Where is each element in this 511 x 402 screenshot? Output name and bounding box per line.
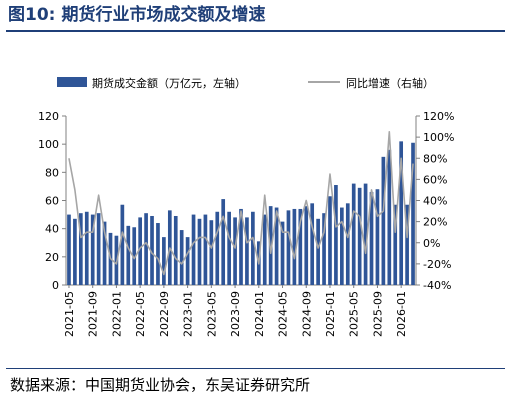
left-axis-tick-label: 120	[38, 110, 59, 123]
bar	[126, 225, 131, 285]
legend-line-label: 同比增速（右轴）	[346, 76, 434, 90]
figure-title: 图10: 期货行业市场成交额及增速	[8, 2, 265, 28]
bar	[73, 218, 77, 285]
bar	[286, 210, 291, 285]
bar	[357, 187, 362, 285]
x-axis-tick-label: 2023-09	[229, 291, 242, 337]
left-axis-tick-label: 100	[38, 138, 59, 151]
x-axis-tick-label: 2026-01	[395, 291, 408, 337]
right-axis-tick-label: 80%	[423, 152, 447, 165]
x-axis-tick-label: 2021-05	[63, 291, 76, 337]
bar	[393, 204, 398, 285]
bar	[298, 208, 303, 285]
bar	[322, 213, 326, 285]
bar	[102, 221, 107, 286]
bar	[340, 207, 344, 285]
bar	[239, 208, 243, 285]
bar	[173, 215, 178, 285]
right-axis-tick-label: 120%	[423, 110, 454, 123]
right-axis-tick-label: 20%	[423, 216, 447, 229]
bar	[334, 185, 338, 285]
left-axis-tick-label: 60	[45, 195, 59, 208]
bar	[411, 142, 415, 285]
right-axis-tick-label: 100%	[423, 131, 454, 144]
bar	[162, 237, 166, 285]
bar	[209, 220, 214, 285]
bar	[96, 213, 101, 285]
bar	[221, 199, 226, 285]
bar	[375, 189, 380, 285]
bar	[381, 156, 386, 285]
bar	[233, 217, 237, 285]
bar	[185, 237, 190, 285]
bar	[138, 217, 142, 285]
x-axis-tick-label: 2024-01	[253, 291, 266, 337]
bar	[197, 218, 202, 285]
growth-line	[68, 131, 414, 276]
x-axis-tick-label: 2023-05	[205, 291, 218, 337]
bar	[387, 149, 392, 285]
bar	[363, 183, 368, 285]
bar	[345, 203, 350, 285]
figure-title-text: 期货行业市场成交额及增速	[61, 5, 266, 25]
right-axis-tick-label: 40%	[423, 195, 447, 208]
x-axis-tick-label: 2022-01	[110, 291, 123, 337]
bar	[144, 213, 148, 285]
bar	[227, 211, 231, 285]
bar	[67, 214, 71, 285]
bar	[280, 221, 285, 286]
x-axis-tick-label: 2025-01	[324, 291, 337, 337]
title-rule	[6, 30, 505, 32]
bar	[245, 217, 249, 285]
bar	[351, 183, 356, 285]
right-axis-tick-label: -20%	[423, 258, 451, 271]
bar	[132, 227, 137, 285]
bar	[203, 214, 208, 285]
bar	[150, 215, 154, 285]
bar	[292, 208, 297, 285]
x-axis-tick-label: 2021-09	[87, 291, 100, 337]
bar	[369, 192, 374, 285]
bar	[84, 211, 89, 285]
bar	[120, 204, 125, 285]
bar	[156, 223, 160, 285]
right-axis-tick-label: -40%	[423, 279, 451, 292]
x-axis-tick-label: 2022-05	[134, 291, 147, 337]
source-note: 数据来源：中国期货业协会，东吴证券研究所	[10, 376, 311, 394]
left-axis-tick-label: 0	[52, 279, 59, 292]
bar	[179, 230, 184, 285]
figure-number: 图10:	[8, 5, 56, 25]
bar	[310, 203, 315, 285]
x-axis-tick-label: 2023-01	[182, 291, 195, 337]
legend-bar-label: 期货成交金额（万亿元，左轴）	[92, 76, 246, 90]
bar	[316, 218, 320, 285]
x-axis-tick-label: 2025-05	[348, 291, 361, 337]
bar	[262, 214, 267, 285]
source-rule	[6, 368, 505, 369]
left-axis-tick-label: 20	[45, 251, 59, 264]
x-axis-tick-label: 2024-09	[300, 291, 313, 337]
chart: 期货成交金额（万亿元，左轴） 同比增速（右轴） 0 20 40 60 80 100 120 -40…	[38, 76, 454, 337]
legend-bar-swatch	[57, 77, 87, 87]
left-axis-tick-label: 80	[45, 166, 59, 179]
bar	[328, 196, 332, 285]
bar	[399, 141, 404, 285]
right-axis-tick-label: 0%	[423, 237, 440, 250]
bar	[90, 214, 95, 285]
bar	[251, 211, 255, 285]
x-axis-tick-label: 2024-05	[277, 291, 290, 337]
bar	[405, 204, 409, 285]
x-axis-tick-label: 2025-09	[371, 291, 384, 337]
bar	[191, 214, 196, 285]
right-axis-tick-label: 60%	[423, 173, 447, 186]
left-axis-tick-label: 40	[45, 223, 59, 236]
x-axis-tick-label: 2022-09	[158, 291, 171, 337]
bar	[274, 207, 279, 285]
bar	[215, 211, 220, 285]
bar	[78, 213, 83, 285]
bar	[304, 206, 309, 285]
